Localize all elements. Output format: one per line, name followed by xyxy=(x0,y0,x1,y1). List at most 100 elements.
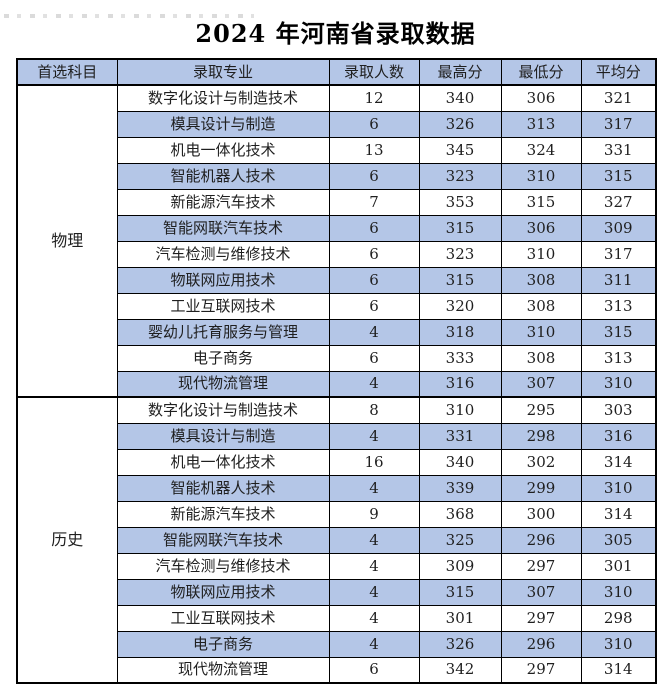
min-score-cell: 299 xyxy=(500,474,582,502)
count-cell: 6 xyxy=(328,110,420,138)
avg-score-cell: 313 xyxy=(580,292,657,320)
min-score-cell: 297 xyxy=(500,552,582,580)
max-score-cell: 318 xyxy=(418,318,502,346)
avg-score-cell: 317 xyxy=(580,110,657,138)
table-row: 智能机器人技术 4 339 299 310 xyxy=(17,474,657,502)
avg-score-cell: 305 xyxy=(580,526,657,554)
major-cell: 新能源汽车技术 xyxy=(116,188,330,216)
max-score-cell: 339 xyxy=(418,474,502,502)
avg-score-cell: 310 xyxy=(580,370,657,398)
major-cell: 机电一体化技术 xyxy=(116,448,330,476)
max-score-cell: 333 xyxy=(418,344,502,372)
min-score-cell: 296 xyxy=(500,526,582,554)
count-cell: 4 xyxy=(328,526,420,554)
column-header: 首选科目 xyxy=(16,58,118,86)
max-score-cell: 323 xyxy=(418,240,502,268)
avg-score-cell: 309 xyxy=(580,214,657,242)
table-row: 机电一体化技术 16 340 302 314 xyxy=(17,448,657,476)
max-score-cell: 340 xyxy=(418,448,502,476)
max-score-cell: 331 xyxy=(418,422,502,450)
admission-data-table: 首选科目 录取专业 录取人数 最高分 最低分 平均分 物理 数字化设计与制造技术 12 340 3… xyxy=(16,58,657,684)
count-cell: 8 xyxy=(328,396,420,424)
avg-score-cell: 310 xyxy=(580,474,657,502)
avg-score-cell: 315 xyxy=(580,318,657,346)
min-score-cell: 296 xyxy=(500,630,582,658)
count-cell: 4 xyxy=(328,422,420,450)
count-cell: 6 xyxy=(328,656,420,684)
max-score-cell: 310 xyxy=(418,396,502,424)
avg-score-cell: 301 xyxy=(580,552,657,580)
max-score-cell: 340 xyxy=(418,84,502,112)
avg-score-cell: 327 xyxy=(580,188,657,216)
table-row: 工业互联网技术 6 320 308 313 xyxy=(17,292,657,320)
count-cell: 4 xyxy=(328,370,420,398)
major-cell: 工业互联网技术 xyxy=(116,292,330,320)
major-cell: 汽车检测与维修技术 xyxy=(116,240,330,268)
table-row: 现代物流管理 6 342 297 314 xyxy=(17,656,657,684)
min-score-cell: 297 xyxy=(500,656,582,684)
avg-score-cell: 321 xyxy=(580,84,657,112)
max-score-cell: 326 xyxy=(418,110,502,138)
max-score-cell: 309 xyxy=(418,552,502,580)
table-row: 模具设计与制造 4 331 298 316 xyxy=(17,422,657,450)
count-cell: 4 xyxy=(328,474,420,502)
major-cell: 新能源汽车技术 xyxy=(116,500,330,528)
max-score-cell: 315 xyxy=(418,266,502,294)
avg-score-cell: 331 xyxy=(580,136,657,164)
max-score-cell: 301 xyxy=(418,604,502,632)
table-row: 模具设计与制造 6 326 313 317 xyxy=(17,110,657,138)
avg-score-cell: 314 xyxy=(580,656,657,684)
count-cell: 6 xyxy=(328,162,420,190)
table-row: 物联网应用技术 4 315 307 310 xyxy=(17,578,657,606)
count-cell: 6 xyxy=(328,214,420,242)
subject-cell: 物理 xyxy=(16,84,118,398)
table-row: 智能网联汽车技术 4 325 296 305 xyxy=(17,526,657,554)
major-cell: 智能网联汽车技术 xyxy=(116,214,330,242)
max-score-cell: 315 xyxy=(418,214,502,242)
count-cell: 12 xyxy=(328,84,420,112)
major-cell: 电子商务 xyxy=(116,344,330,372)
avg-score-cell: 315 xyxy=(580,162,657,190)
max-score-cell: 320 xyxy=(418,292,502,320)
column-header: 录取人数 xyxy=(328,58,420,86)
max-score-cell: 368 xyxy=(418,500,502,528)
major-cell: 工业互联网技术 xyxy=(116,604,330,632)
count-cell: 7 xyxy=(328,188,420,216)
table-row: 汽车检测与维修技术 4 309 297 301 xyxy=(17,552,657,580)
column-header: 最低分 xyxy=(500,58,582,86)
min-score-cell: 307 xyxy=(500,370,582,398)
min-score-cell: 306 xyxy=(500,84,582,112)
avg-score-cell: 314 xyxy=(580,500,657,528)
avg-score-cell: 310 xyxy=(580,578,657,606)
column-header: 最高分 xyxy=(418,58,502,86)
major-cell: 智能机器人技术 xyxy=(116,162,330,190)
max-score-cell: 342 xyxy=(418,656,502,684)
table-row: 新能源汽车技术 9 368 300 314 xyxy=(17,500,657,528)
avg-score-cell: 303 xyxy=(580,396,657,424)
avg-score-cell: 316 xyxy=(580,422,657,450)
max-score-cell: 345 xyxy=(418,136,502,164)
avg-score-cell: 310 xyxy=(580,630,657,658)
min-score-cell: 315 xyxy=(500,188,582,216)
major-cell: 模具设计与制造 xyxy=(116,422,330,450)
min-score-cell: 310 xyxy=(500,162,582,190)
count-cell: 4 xyxy=(328,318,420,346)
avg-score-cell: 298 xyxy=(580,604,657,632)
count-cell: 16 xyxy=(328,448,420,476)
count-cell: 13 xyxy=(328,136,420,164)
table-row: 工业互联网技术 4 301 297 298 xyxy=(17,604,657,632)
min-score-cell: 310 xyxy=(500,318,582,346)
min-score-cell: 313 xyxy=(500,110,582,138)
major-cell: 电子商务 xyxy=(116,630,330,658)
max-score-cell: 316 xyxy=(418,370,502,398)
avg-score-cell: 314 xyxy=(580,448,657,476)
major-cell: 现代物流管理 xyxy=(116,370,330,398)
table-row: 现代物流管理 4 316 307 310 xyxy=(17,370,657,398)
min-score-cell: 302 xyxy=(500,448,582,476)
max-score-cell: 323 xyxy=(418,162,502,190)
count-cell: 6 xyxy=(328,292,420,320)
avg-score-cell: 313 xyxy=(580,344,657,372)
min-score-cell: 298 xyxy=(500,422,582,450)
page-title: 2024 年河南省录取数据 xyxy=(195,19,476,48)
max-score-cell: 325 xyxy=(418,526,502,554)
